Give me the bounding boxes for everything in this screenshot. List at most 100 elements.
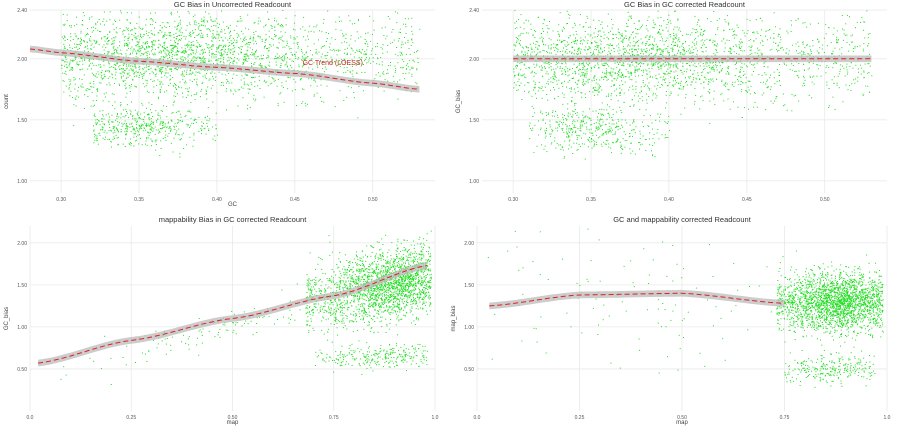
data-point — [682, 43, 683, 45]
data-point — [791, 93, 793, 95]
data-point — [735, 44, 737, 46]
data-point — [378, 63, 380, 65]
data-point — [709, 39, 711, 41]
data-point — [253, 54, 255, 56]
data-point — [663, 20, 665, 22]
data-point — [127, 125, 129, 127]
data-point — [863, 21, 865, 23]
data-point — [291, 67, 293, 69]
data-point — [271, 26, 273, 28]
data-point — [304, 63, 306, 65]
data-point — [589, 91, 591, 93]
data-point — [590, 34, 592, 36]
data-point — [726, 39, 728, 41]
data-point — [812, 40, 814, 42]
data-point — [101, 126, 103, 128]
data-point — [809, 75, 811, 77]
data-point — [136, 136, 137, 138]
data-point — [129, 138, 131, 140]
data-point — [738, 76, 740, 78]
data-point — [347, 70, 349, 71]
data-point — [740, 42, 742, 44]
data-point — [834, 108, 836, 110]
data-point — [710, 68, 712, 70]
data-point — [304, 59, 306, 61]
data-point — [114, 82, 115, 84]
data-point — [696, 41, 698, 43]
data-point — [792, 65, 794, 66]
data-point — [264, 65, 266, 67]
data-point — [398, 40, 400, 42]
data-point — [534, 84, 536, 85]
data-point — [714, 54, 716, 56]
data-point — [548, 38, 550, 40]
data-point — [865, 85, 867, 87]
data-point — [94, 75, 96, 77]
data-point — [580, 40, 581, 42]
data-point — [172, 104, 174, 106]
data-point — [86, 34, 87, 35]
data-point — [652, 76, 654, 78]
data-point — [236, 39, 238, 41]
data-point — [586, 71, 588, 73]
data-point — [683, 46, 684, 48]
data-point — [753, 106, 755, 108]
data-point — [581, 72, 583, 74]
data-point — [123, 36, 125, 38]
data-point — [240, 79, 242, 81]
data-point — [88, 65, 90, 67]
data-point — [680, 88, 682, 90]
data-point — [205, 91, 207, 92]
data-point — [160, 110, 162, 112]
data-point — [555, 68, 557, 70]
data-point — [857, 76, 859, 78]
data-point — [98, 120, 100, 122]
data-point — [277, 47, 279, 49]
data-point — [622, 48, 624, 50]
data-point — [826, 65, 828, 67]
data-point — [609, 45, 611, 47]
y-tick-label: 2.40 — [469, 8, 479, 14]
data-point — [383, 35, 385, 36]
data-point — [141, 29, 143, 30]
data-point — [74, 43, 76, 45]
data-point — [801, 50, 803, 52]
data-point — [175, 84, 177, 85]
data-point — [157, 66, 159, 68]
data-point — [252, 53, 254, 55]
data-point — [164, 48, 166, 49]
data-point — [217, 27, 219, 28]
data-point — [606, 64, 608, 66]
data-point — [400, 67, 402, 69]
data-point — [635, 28, 637, 30]
data-point — [134, 37, 136, 38]
data-point — [578, 47, 580, 49]
data-point — [356, 49, 358, 51]
data-point — [274, 20, 275, 22]
data-point — [183, 50, 184, 52]
data-point — [561, 70, 563, 72]
data-point — [133, 136, 135, 138]
data-point — [144, 71, 146, 73]
data-point — [675, 54, 677, 56]
data-point — [727, 71, 728, 73]
data-point — [196, 45, 198, 47]
data-point — [643, 49, 645, 51]
data-point — [117, 124, 119, 126]
data-point — [554, 79, 556, 81]
data-point — [243, 55, 245, 57]
data-point — [107, 77, 109, 79]
data-point — [378, 72, 379, 74]
data-point — [399, 79, 401, 81]
data-point — [179, 81, 181, 83]
data-point — [595, 42, 597, 44]
data-point — [181, 121, 183, 123]
data-point — [141, 118, 143, 120]
data-point — [146, 114, 148, 115]
data-point — [138, 124, 140, 126]
data-point — [133, 49, 135, 51]
data-point — [146, 137, 148, 139]
data-point — [252, 36, 254, 38]
data-point — [607, 54, 609, 56]
data-point — [112, 132, 114, 134]
